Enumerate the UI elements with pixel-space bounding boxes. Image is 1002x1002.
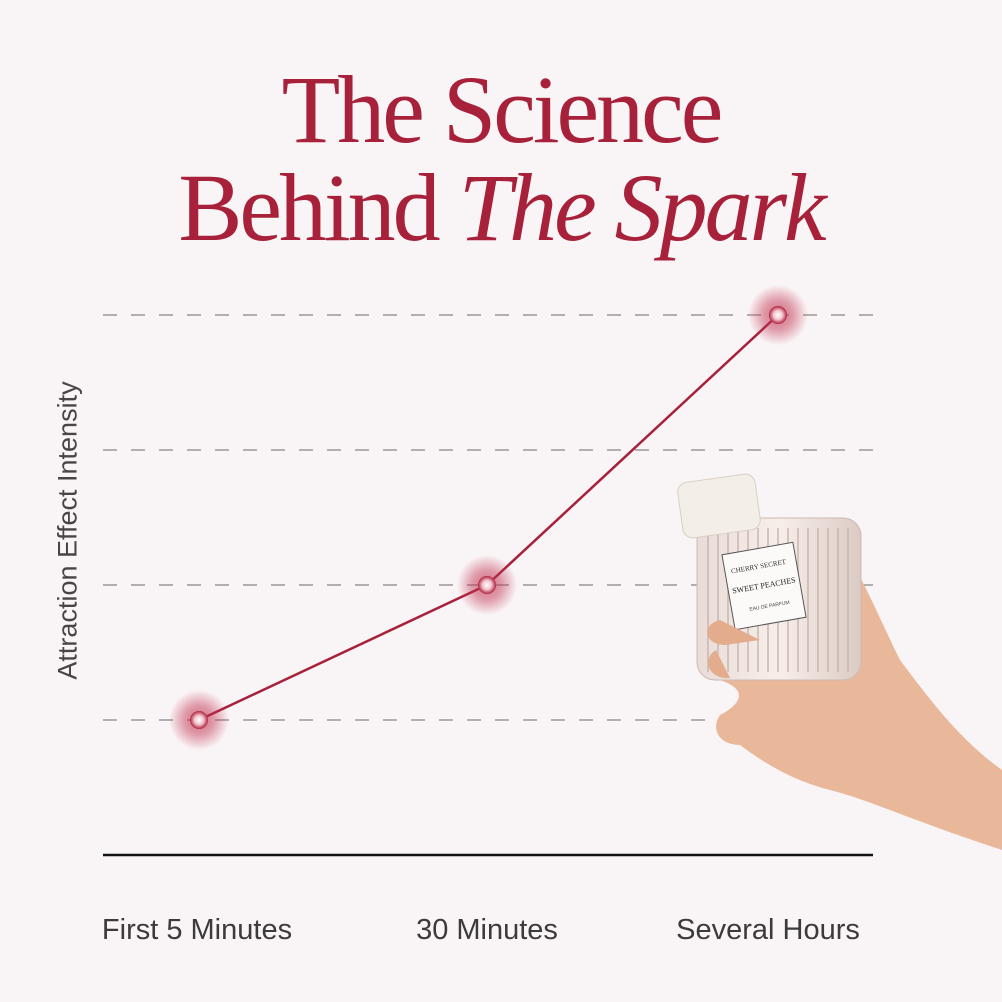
title-italic: The Spark xyxy=(458,154,827,261)
x-tick-label: Several Hours xyxy=(676,914,860,946)
x-tick-label: 30 Minutes xyxy=(416,914,558,946)
data-point xyxy=(748,285,808,345)
data-point xyxy=(169,690,229,750)
title-line-2: Behind The Spark xyxy=(0,160,1002,256)
hand-holding-perfume-image: CHERRY SECRET SWEET PEACHES EAU DE PARFU… xyxy=(677,473,1002,850)
x-tick-label: First 5 Minutes xyxy=(101,914,293,946)
y-axis-label: Attraction Effect Intensity xyxy=(52,381,83,680)
title-line-1: The Science xyxy=(281,56,724,163)
title-plain: Behind xyxy=(178,154,459,261)
data-point xyxy=(457,555,517,615)
